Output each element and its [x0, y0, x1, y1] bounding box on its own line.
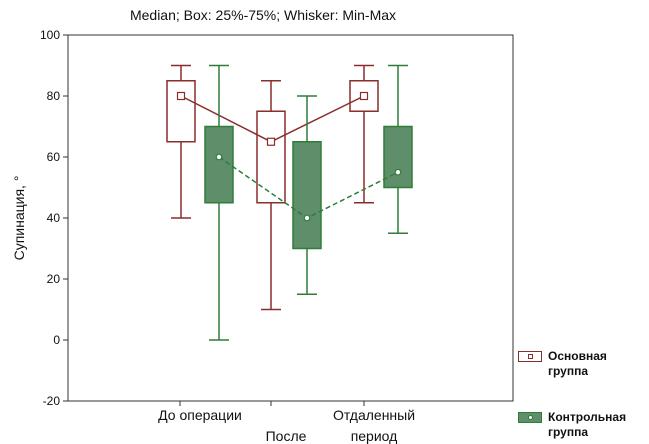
iqr-box	[256, 110, 286, 204]
y-tick-label: 100	[40, 28, 60, 42]
plot-frame	[67, 34, 514, 402]
series-main-group	[166, 64, 379, 311]
y-tick-label: -20	[43, 394, 61, 408]
iqr-box	[166, 80, 196, 143]
x-category-label-2: После	[266, 428, 307, 444]
iqr-box	[292, 141, 322, 250]
x-category-label-3-line2: период	[351, 428, 398, 444]
square-marker-icon	[528, 354, 533, 359]
chart-title: Median; Box: 25%-75%; Whisker: Min-Max	[130, 7, 396, 23]
y-tick-label: 80	[47, 89, 61, 103]
legend-label-control-group: Контрольная группа	[548, 410, 627, 439]
median-marker	[359, 91, 369, 101]
iqr-box	[204, 125, 234, 204]
y-tick-label: 0	[53, 333, 60, 347]
x-category-label-1: До операции	[158, 407, 242, 423]
y-axis: -20 0 20 40 60 80 100	[40, 28, 68, 408]
x-axis: До операции После Отдаленный период	[158, 401, 415, 444]
y-tick-label: 40	[47, 211, 61, 225]
chart-marks	[166, 64, 413, 341]
y-tick-label: 20	[47, 272, 61, 286]
median-marker	[394, 168, 402, 176]
y-axis-label: Супинация, °	[11, 176, 27, 261]
median-marker	[176, 91, 186, 101]
legend-label-main-group: Основная группа	[548, 349, 607, 378]
circle-marker-icon	[528, 415, 533, 420]
median-marker	[303, 214, 311, 222]
median-marker	[266, 137, 276, 146]
legend-swatch-main-group	[518, 351, 542, 362]
iqr-box	[383, 125, 413, 189]
y-tick-label: 60	[47, 150, 61, 164]
legend-swatch-control-group	[518, 412, 542, 423]
median-marker	[215, 153, 223, 161]
x-category-label-3-line1: Отдаленный	[333, 407, 415, 423]
series-control-group	[204, 64, 413, 341]
